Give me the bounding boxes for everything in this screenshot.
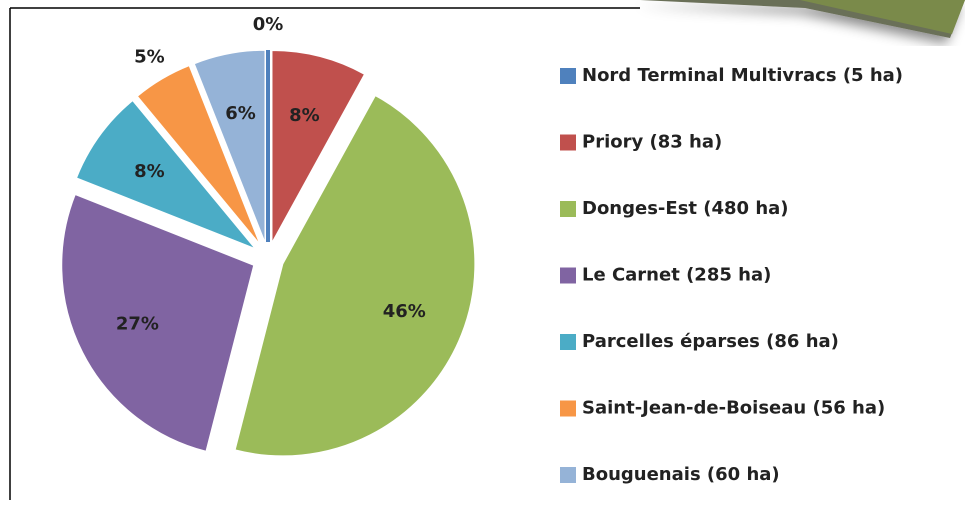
legend-swatch [560,68,576,84]
data-label: 0% [253,14,284,35]
data-label: 6% [225,103,256,124]
data-label: 8% [134,161,165,182]
legend-label: Parcelles éparses (86 ha) [582,331,839,352]
legend-swatch [560,201,576,217]
data-label: 46% [383,301,426,322]
data-label: 5% [134,46,165,67]
data-label: 27% [116,314,159,335]
legend-swatch [560,400,576,417]
legend-label: Priory (83 ha) [582,132,722,153]
pie-slice [136,65,261,245]
legend-label: Bouguenais (60 ha) [582,464,780,485]
legend-label: Donges-Est (480 ha) [582,198,789,219]
legend-label: Nord Terminal Multivracs (5 ha) [582,65,903,86]
pie-slice [234,94,476,457]
data-label: 8% [289,105,320,126]
pie-slice [193,49,266,243]
legend-swatch [560,467,576,483]
pie-slice [61,193,255,452]
legend-swatch [560,267,576,284]
legend-swatch [560,334,576,350]
legend-label: Saint-Jean-de-Boiseau (56 ha) [582,398,885,419]
legend-label: Le Carnet (285 ha) [582,265,771,286]
pie-slice [271,50,366,243]
pie-slice [75,99,256,250]
photo-detail [800,0,965,34]
legend: Nord Terminal Multivracs (5 ha) Priory (8… [560,65,903,485]
legend-swatch [560,134,576,151]
pie: 0% 8% 46% 27% 8% 5% 6% [61,14,476,457]
